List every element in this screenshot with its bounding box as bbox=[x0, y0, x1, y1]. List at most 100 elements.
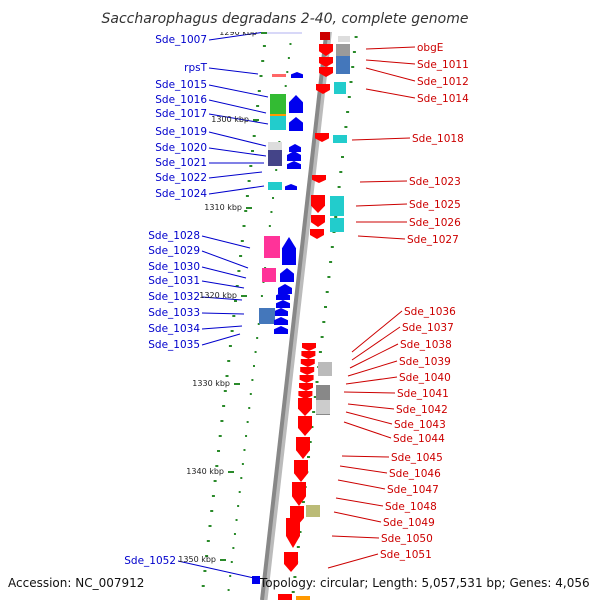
label-connector bbox=[208, 113, 269, 125]
gene-label-left: Sde_1028 bbox=[148, 230, 200, 242]
gene-arrow-reverse bbox=[298, 416, 312, 436]
protein-domain-box bbox=[334, 82, 346, 94]
gene-arrow-forward bbox=[274, 308, 288, 316]
gene-arrow-reverse bbox=[300, 367, 315, 375]
gene-label-right: Sde_1045 bbox=[391, 452, 443, 464]
gene-label-right: Sde_1044 bbox=[393, 433, 445, 445]
protein-domain-box bbox=[262, 268, 276, 282]
gene-arrow-reverse bbox=[299, 383, 313, 391]
tick-dot bbox=[352, 51, 356, 53]
gene-label-right: Sde_1040 bbox=[399, 372, 451, 384]
gene-arrow-reverse bbox=[298, 391, 313, 399]
gene-label-right: Sde_1049 bbox=[383, 517, 435, 529]
gene-label-left: Sde_1035 bbox=[148, 339, 200, 351]
gene-arrow-reverse bbox=[316, 84, 330, 94]
protein-domain-box bbox=[306, 505, 320, 517]
gene-label-right: Sde_1027 bbox=[407, 234, 459, 246]
gene-arrow-reverse bbox=[294, 460, 308, 482]
tick-dot bbox=[259, 75, 263, 77]
tick-dot bbox=[210, 510, 214, 512]
gene-arrow-reverse bbox=[311, 215, 325, 227]
gene-arrow-reverse bbox=[299, 375, 314, 383]
genome-backbone bbox=[260, 0, 336, 600]
label-connector bbox=[351, 137, 411, 141]
gene-label-left: Sde_1015 bbox=[155, 79, 207, 91]
gene-label-left: Sde_1030 bbox=[148, 261, 200, 273]
tick-dot bbox=[257, 323, 260, 325]
tick-dot bbox=[308, 441, 312, 443]
tick-dot bbox=[229, 575, 232, 577]
tick-dot bbox=[228, 345, 232, 347]
tick-dot bbox=[270, 211, 273, 213]
label-connector bbox=[208, 147, 267, 157]
tick-dot bbox=[341, 156, 345, 158]
tick-dot bbox=[256, 337, 259, 339]
tick-dot bbox=[324, 306, 328, 308]
gene-label-right: Sde_1025 bbox=[409, 199, 461, 211]
tick-dot bbox=[230, 561, 233, 563]
tick-dot bbox=[327, 276, 331, 278]
gene-arrow-forward bbox=[291, 72, 303, 78]
tick-dot bbox=[227, 589, 230, 591]
gene-arrow-reverse bbox=[292, 482, 306, 506]
label-connector bbox=[351, 326, 401, 361]
tick-dot bbox=[249, 165, 253, 167]
tick-dot bbox=[245, 435, 248, 437]
tick-dot bbox=[284, 85, 287, 87]
gene-label-right: Sde_1023 bbox=[409, 176, 461, 188]
tick-dot bbox=[205, 555, 209, 557]
label-connector bbox=[365, 67, 416, 82]
tick-dot bbox=[244, 210, 248, 212]
gene-label-left: Sde_1024 bbox=[155, 188, 207, 200]
tick-dot bbox=[201, 585, 205, 587]
tick-dot bbox=[260, 295, 263, 297]
gene-block bbox=[278, 594, 292, 600]
gene-arrow-forward bbox=[289, 117, 303, 131]
label-connector bbox=[208, 185, 265, 195]
tick-dot bbox=[330, 246, 334, 248]
tick-dot bbox=[252, 135, 256, 137]
gene-arrow-forward bbox=[276, 300, 290, 308]
protein-domain-box bbox=[259, 308, 275, 324]
tick-dot bbox=[225, 375, 229, 377]
tick-dot bbox=[334, 216, 338, 218]
label-connector bbox=[201, 296, 243, 301]
tick-dot bbox=[293, 576, 297, 578]
tick-dot bbox=[232, 315, 236, 317]
tick-dot bbox=[261, 60, 265, 62]
tick-dot bbox=[257, 90, 261, 92]
label-connector bbox=[365, 88, 416, 99]
accession-text: Accession: NC_007912 bbox=[8, 576, 144, 590]
label-connector bbox=[335, 497, 384, 507]
tick-dot bbox=[246, 421, 249, 423]
gene-labels: Sde_1007 rpsT Sde_1015 Sde_1016 Sde_1017 Sde_… bbox=[124, 34, 469, 567]
gene-arrow-forward bbox=[289, 144, 301, 152]
gene-arrow-reverse bbox=[302, 343, 316, 351]
gene-label-left: Sde_1032 bbox=[148, 291, 200, 303]
gene-block bbox=[272, 74, 286, 77]
gene-label-left: Sde_1033 bbox=[148, 307, 200, 319]
position-tick-mark bbox=[246, 207, 252, 209]
gene-arrow-forward bbox=[278, 284, 292, 294]
gene-label-left: Sde_1052 bbox=[124, 555, 176, 567]
tick-dot bbox=[325, 291, 329, 293]
tick-dot bbox=[234, 300, 238, 302]
tick-dot bbox=[337, 186, 341, 188]
gene-arrow-reverse bbox=[284, 552, 298, 572]
tick-dot bbox=[307, 456, 311, 458]
tick-dot bbox=[248, 407, 251, 409]
tick-dot bbox=[240, 240, 244, 242]
gene-block bbox=[252, 576, 260, 584]
tick-dot bbox=[312, 411, 316, 413]
tick-dot bbox=[220, 420, 224, 422]
gene-label-right: Sde_1043 bbox=[394, 419, 446, 431]
protein-domain-box bbox=[330, 196, 344, 216]
label-connector bbox=[339, 465, 388, 474]
label-connector bbox=[208, 171, 263, 179]
protein-domain-box bbox=[270, 116, 286, 130]
gene-arrow-reverse bbox=[312, 175, 326, 183]
gene-arrow-forward bbox=[282, 237, 296, 265]
title-backdrop bbox=[0, 0, 600, 32]
label-connector bbox=[365, 46, 416, 50]
gene-label-right: Sde_1041 bbox=[397, 388, 449, 400]
